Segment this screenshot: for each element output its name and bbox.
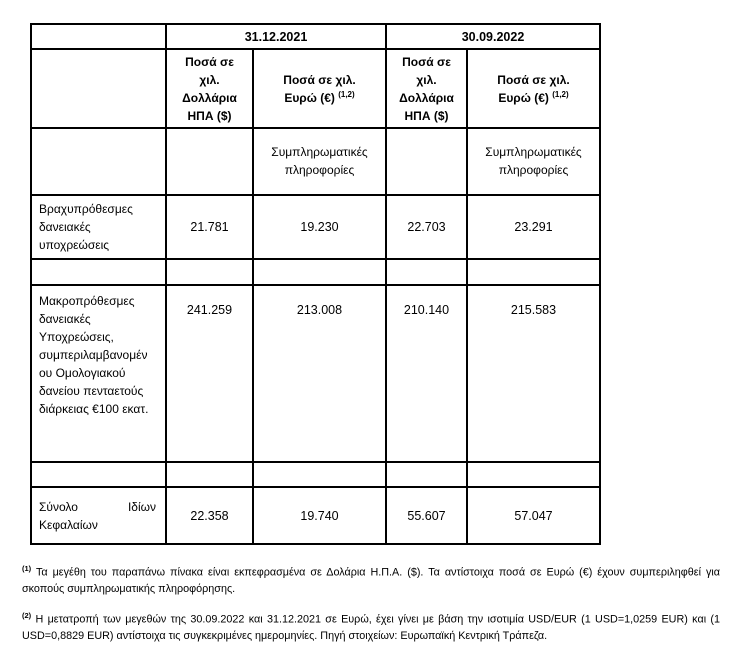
value-cell: 57.047 <box>466 486 601 545</box>
empty-cell <box>165 127 254 196</box>
value-cell: 215.583 <box>466 284 601 463</box>
empty-cell <box>30 48 167 129</box>
financial-table: 31.12.2021 30.09.2022 Ποσά σε χιλ. Δολλά… <box>30 23 601 545</box>
empty-cell <box>165 258 254 286</box>
eur-column-header-2022: Ποσά σε χιλ. Ευρώ (€) (1,2) <box>466 48 601 129</box>
eur-column-header-2021: Ποσά σε χιλ. Ευρώ (€) (1,2) <box>252 48 387 129</box>
empty-cell <box>30 127 167 196</box>
value-cell: 241.259 <box>165 284 254 463</box>
table-row-short-term-liabilities: Βραχυπρόθεσμες δανειακές υποχρεώσεις 21.… <box>30 194 601 260</box>
supplementary-info-label-2021: Συμπληρωματικές πληροφορίες <box>252 127 387 196</box>
eur-header-label: Ποσά σε χιλ. Ευρώ (€) <box>283 72 356 105</box>
period-header-row: 31.12.2021 30.09.2022 <box>30 23 601 50</box>
empty-cell <box>252 461 387 488</box>
spacer-row <box>30 258 601 286</box>
footnote-2: (2) Η μετατροπή των μεγεθών της 30.09.20… <box>22 610 720 645</box>
footnote-1-text: Τα μεγέθη του παραπάνω πίνακα είναι εκπε… <box>22 566 720 596</box>
spacer-row <box>30 461 601 488</box>
supplementary-info-label-2022: Συμπληρωματικές πληροφορίες <box>466 127 601 196</box>
empty-cell <box>385 127 468 196</box>
value-cell: 23.291 <box>466 194 601 260</box>
value-cell: 19.740 <box>252 486 387 545</box>
usd-header-label: Ποσά σε χιλ. Δολλάρια ΗΠΑ ($) <box>399 54 454 123</box>
table-row-long-term-liabilities: Μακροπρόθεσμες δανειακές Υποχρεώσεις, συ… <box>30 284 601 463</box>
supplementary-info-row: Συμπληρωματικές πληροφορίες Συμπληρωματι… <box>30 127 601 196</box>
value-cell: 22.703 <box>385 194 468 260</box>
value-cell: 55.607 <box>385 486 468 545</box>
usd-column-header-2022: Ποσά σε χιλ. Δολλάρια ΗΠΑ ($) <box>385 48 468 129</box>
eur-header-label: Ποσά σε χιλ. Ευρώ (€) <box>497 72 570 105</box>
usd-header-label: Ποσά σε χιλ. Δολλάρια ΗΠΑ ($) <box>182 54 237 123</box>
table-row-total-equity: Σύνολο Ιδίων Κεφαλαίων 22.358 19.740 55.… <box>30 486 601 545</box>
value-cell: 21.781 <box>165 194 254 260</box>
footnote-2-text: Η μετατροπή των μεγεθών της 30.09.2022 κ… <box>22 613 720 643</box>
empty-cell <box>165 461 254 488</box>
empty-cell <box>466 461 601 488</box>
column-header-row: Ποσά σε χιλ. Δολλάρια ΗΠΑ ($) Ποσά σε χι… <box>30 48 601 129</box>
footnote-1: (1) Τα μεγέθη του παραπάνω πίνακα είναι … <box>22 563 720 598</box>
footnote-1-marker: (1) <box>22 564 32 573</box>
value-cell: 19.230 <box>252 194 387 260</box>
period-header-2022: 30.09.2022 <box>385 23 601 50</box>
empty-cell <box>385 461 468 488</box>
value-cell: 210.140 <box>385 284 468 463</box>
empty-cell <box>30 23 167 50</box>
footnotes-section: (1) Τα μεγέθη του παραπάνω πίνακα είναι … <box>22 563 720 657</box>
empty-cell <box>252 258 387 286</box>
row-label: Μακροπρόθεσμες δανειακές Υποχρεώσεις, συ… <box>30 284 167 463</box>
eur-header-footnote-ref: (1,2) <box>338 89 355 99</box>
footnote-2-marker: (2) <box>22 611 32 621</box>
row-label: Σύνολο Ιδίων Κεφαλαίων <box>30 486 167 545</box>
usd-column-header-2021: Ποσά σε χιλ. Δολλάρια ΗΠΑ ($) <box>165 48 254 129</box>
eur-header-footnote-ref: (1,2) <box>552 89 569 99</box>
period-header-2021: 31.12.2021 <box>165 23 387 50</box>
value-cell: 213.008 <box>252 284 387 463</box>
empty-cell <box>385 258 468 286</box>
empty-cell <box>30 461 167 488</box>
empty-cell <box>466 258 601 286</box>
row-label: Βραχυπρόθεσμες δανειακές υποχρεώσεις <box>30 194 167 260</box>
value-cell: 22.358 <box>165 486 254 545</box>
empty-cell <box>30 258 167 286</box>
